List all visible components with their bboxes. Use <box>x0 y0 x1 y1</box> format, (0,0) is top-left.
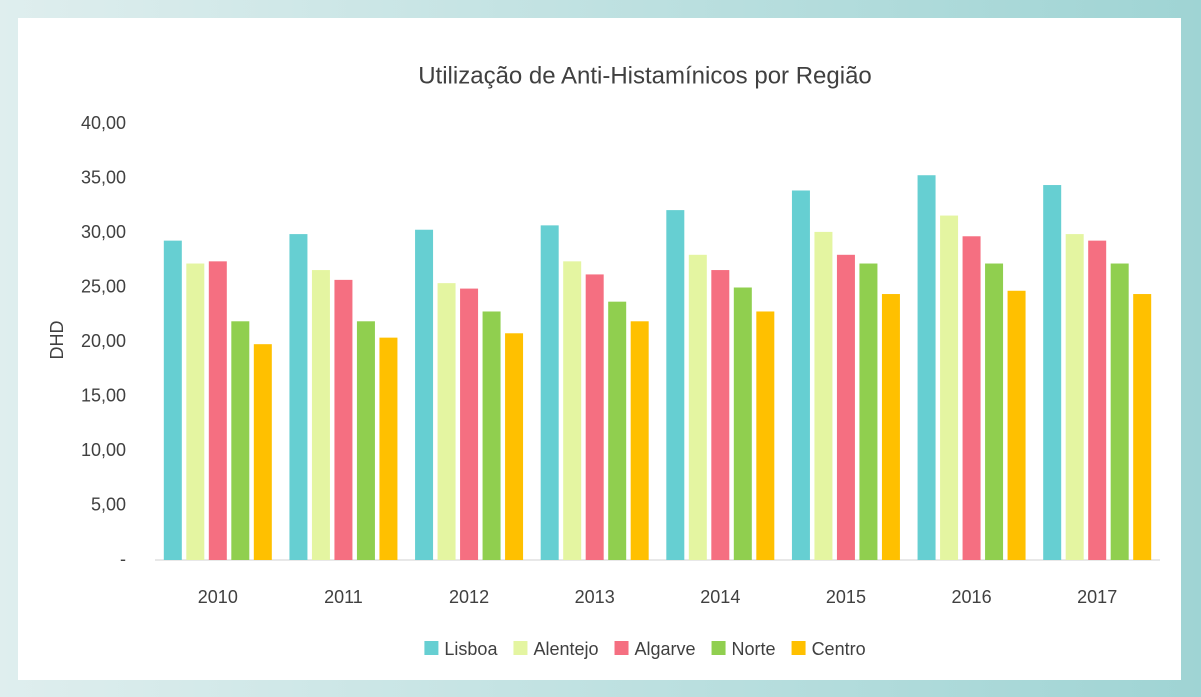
bar <box>289 234 308 560</box>
legend-label: Alentejo <box>533 639 598 659</box>
bar <box>437 283 456 560</box>
bar <box>940 215 959 560</box>
bar <box>608 301 627 560</box>
bar <box>836 254 855 561</box>
bar <box>585 274 604 560</box>
bar <box>356 321 375 560</box>
x-tick-label: 2013 <box>575 587 615 607</box>
bar <box>163 240 182 560</box>
legend-label: Lisboa <box>444 639 498 659</box>
bar <box>482 311 501 560</box>
bar <box>688 254 707 561</box>
bar <box>881 294 900 560</box>
y-tick-label: 40,00 <box>81 113 126 133</box>
x-tick-label: 2017 <box>1077 587 1117 607</box>
y-tick-label: 5,00 <box>91 494 126 514</box>
bar <box>917 175 936 561</box>
bar <box>756 311 775 560</box>
legend-label: Centro <box>812 639 866 659</box>
legend-swatch <box>424 641 439 655</box>
chart-title: Utilização de Anti-Histamínicos por Regi… <box>418 62 872 89</box>
bar <box>1065 234 1084 560</box>
bar <box>666 210 685 561</box>
y-axis-label: DHD <box>47 321 67 360</box>
bar <box>311 270 330 560</box>
x-tick-label: 2014 <box>700 587 740 607</box>
bar <box>1007 290 1026 560</box>
x-tick-label: 2011 <box>324 587 363 607</box>
bar <box>231 321 250 560</box>
bar <box>334 279 353 560</box>
bar <box>859 263 878 560</box>
legend-label: Algarve <box>635 639 696 659</box>
bar <box>1043 185 1062 561</box>
bar <box>1110 263 1129 560</box>
bar <box>1133 294 1152 560</box>
x-tick-label: 2012 <box>449 587 489 607</box>
bar <box>733 287 752 560</box>
bar <box>630 321 649 560</box>
y-tick-label: 25,00 <box>81 276 126 296</box>
bar <box>962 236 981 560</box>
bar <box>505 333 524 560</box>
x-tick-label: 2010 <box>198 587 238 607</box>
bar <box>1088 240 1107 560</box>
x-tick-label: 2016 <box>952 587 992 607</box>
legend-swatch <box>513 641 528 655</box>
y-tick-label: 35,00 <box>81 167 126 187</box>
y-tick-label: 10,00 <box>81 440 126 460</box>
legend-swatch <box>791 641 806 655</box>
bar <box>985 263 1004 560</box>
bar <box>791 190 810 561</box>
bar <box>711 270 730 560</box>
legend-label: Norte <box>732 639 776 659</box>
bar <box>540 225 559 560</box>
y-tick-label: 20,00 <box>81 331 126 351</box>
y-tick-label: - <box>120 549 126 569</box>
y-tick-label: 30,00 <box>81 222 126 242</box>
bar <box>379 337 398 560</box>
legend-swatch <box>614 641 629 655</box>
bar <box>563 261 582 560</box>
bar <box>460 288 479 560</box>
legend-swatch <box>711 641 726 655</box>
bar <box>253 344 272 560</box>
bar <box>415 229 434 561</box>
y-tick-label: 15,00 <box>81 385 126 405</box>
bar <box>814 231 833 560</box>
bar <box>186 263 205 560</box>
x-tick-label: 2015 <box>826 587 866 607</box>
bar <box>208 261 227 560</box>
